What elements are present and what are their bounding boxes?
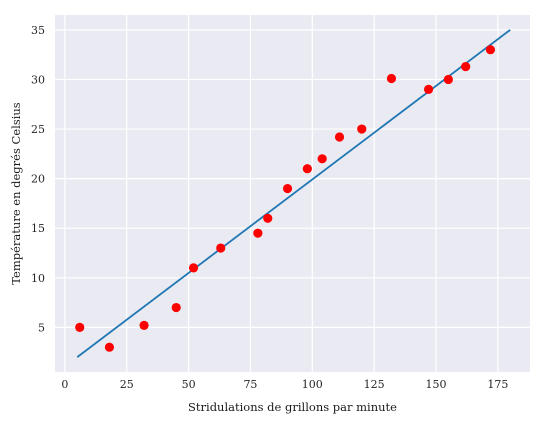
y-tick-label: 30: [31, 73, 45, 86]
data-point: [357, 124, 367, 134]
data-point: [317, 154, 327, 164]
y-tick-label: 10: [31, 272, 45, 285]
data-point: [334, 132, 345, 142]
y-tick-label: 5: [38, 321, 45, 334]
fit-line: [76, 29, 511, 358]
data-point: [302, 164, 312, 174]
data-point: [423, 84, 434, 94]
data-point: [75, 322, 85, 332]
scatter-points: [75, 45, 496, 352]
y-tick-label: 25: [31, 123, 45, 136]
tick-labels: 0 25 50 75 100 125 150 175 5 10 15 20 25 30 35: [31, 24, 508, 391]
data-point: [386, 73, 397, 84]
y-tick-label: 20: [31, 173, 45, 186]
y-tick-label: 35: [31, 24, 45, 37]
data-point: [104, 342, 115, 352]
data-point: [485, 45, 496, 55]
data-point: [253, 228, 263, 238]
x-tick-label: 175: [487, 378, 508, 391]
data-point: [443, 74, 453, 85]
y-tick-label: 15: [31, 222, 45, 235]
x-tick-label: 150: [425, 378, 446, 391]
data-point: [282, 183, 293, 194]
x-tick-label: 125: [364, 378, 385, 391]
x-tick-label: 0: [61, 378, 68, 391]
data-point: [139, 320, 149, 330]
data-point: [188, 263, 199, 273]
x-axis-label: Stridulations de grillons par minute: [188, 400, 397, 414]
x-tick-label: 25: [120, 378, 134, 391]
y-axis-label: Température en degrés Celsius: [9, 102, 23, 285]
data-point: [461, 61, 471, 72]
x-tick-label: 100: [302, 378, 323, 391]
data-point: [216, 243, 226, 253]
data-point: [171, 302, 181, 313]
x-tick-label: 50: [182, 378, 196, 391]
grid-lines: [55, 15, 530, 372]
fit-line-layer: [76, 29, 511, 358]
x-tick-label: 75: [243, 378, 257, 391]
data-point: [263, 213, 273, 223]
